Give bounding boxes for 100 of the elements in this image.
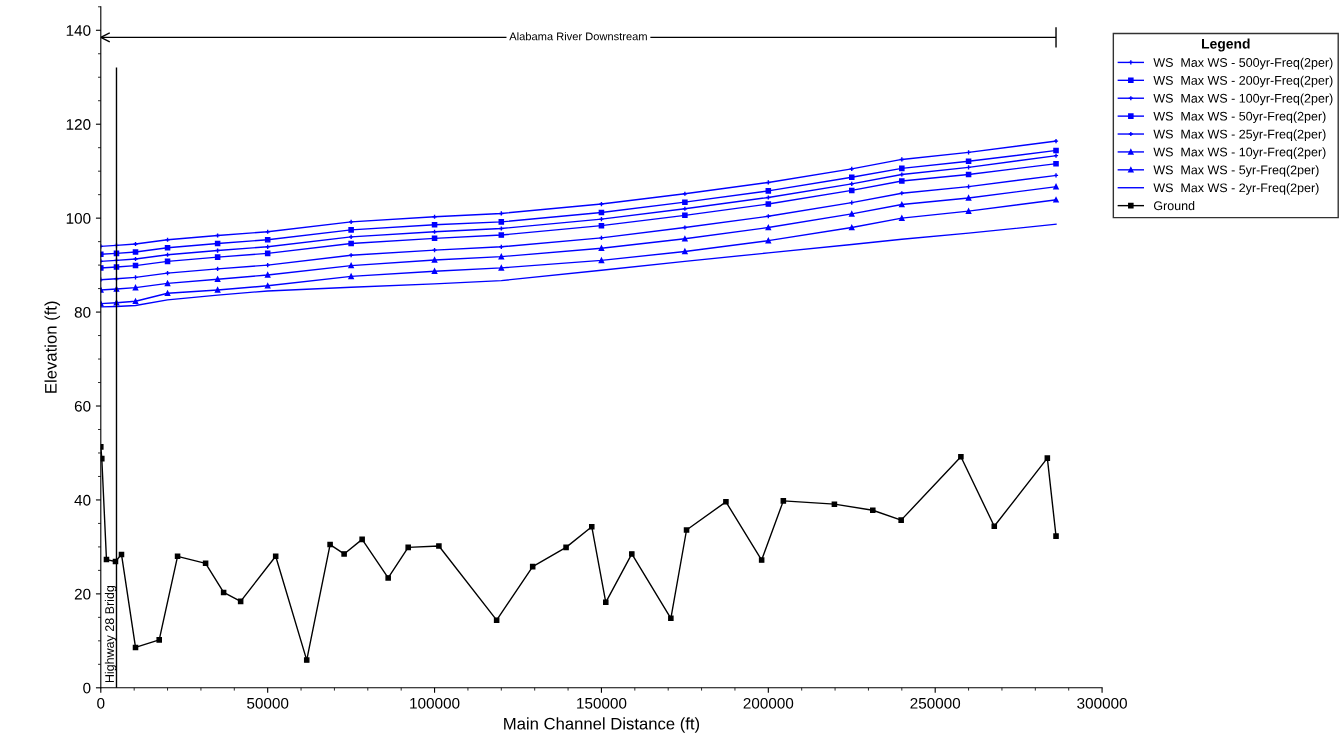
- point: [431, 257, 438, 263]
- point: [132, 256, 139, 262]
- point: [682, 236, 688, 242]
- y-tick-label: 100: [66, 213, 91, 224]
- ref-line-label: Alabama River Downstream: [509, 32, 647, 41]
- point: [848, 224, 855, 231]
- x-tick-label: 50000: [247, 697, 289, 709]
- point: [436, 543, 442, 549]
- point: [682, 248, 688, 255]
- point: [598, 216, 605, 222]
- legend-label: WS Max WS - 5yr-Freq(2per): [1153, 165, 1319, 177]
- point: [629, 551, 635, 557]
- point: [598, 257, 605, 264]
- point: [498, 219, 505, 225]
- point: [682, 199, 688, 205]
- y-tick-label: 120: [66, 119, 91, 130]
- point: [758, 557, 765, 563]
- point: [341, 551, 347, 557]
- y-tick-label: 0: [83, 682, 91, 694]
- y-tick-label: 80: [74, 306, 91, 318]
- point: [765, 237, 772, 244]
- point: [848, 211, 855, 217]
- point: [899, 215, 905, 221]
- point: [588, 523, 595, 530]
- point: [1044, 455, 1051, 461]
- point: [493, 617, 500, 623]
- point: [848, 174, 855, 181]
- point: [405, 544, 411, 551]
- point: [132, 298, 139, 305]
- legend-label: WS Max WS - 500yr-Freq(2per): [1153, 57, 1333, 70]
- x-axis-title: Main Channel Distance (ft): [504, 717, 700, 733]
- point: [723, 499, 729, 505]
- point: [1053, 183, 1059, 190]
- legend-label: WS Max WS - 50yr-Freq(2per): [1153, 111, 1326, 124]
- point: [1053, 160, 1059, 167]
- point: [164, 244, 171, 251]
- point: [156, 637, 162, 643]
- point: [214, 276, 221, 282]
- legend-label: WS Max WS - 2yr-Freq(2per): [1153, 183, 1319, 195]
- point: [765, 188, 772, 194]
- point: [682, 212, 688, 219]
- y-tick-label: 140: [66, 25, 91, 36]
- point: [899, 165, 905, 172]
- point: [870, 507, 876, 514]
- x-tick-label: 250000: [910, 697, 961, 709]
- point: [348, 262, 354, 269]
- x-tick-label: 150000: [577, 697, 627, 709]
- point: [498, 232, 505, 238]
- point: [431, 268, 438, 274]
- point: [683, 527, 690, 533]
- point: [348, 227, 354, 233]
- point: [264, 236, 271, 243]
- point: [348, 273, 354, 280]
- point: [965, 195, 972, 201]
- legend-title: Legend: [1202, 38, 1250, 52]
- point: [164, 290, 171, 297]
- x-tick-label: 200000: [743, 697, 794, 709]
- y-tick-label: 40: [74, 494, 91, 506]
- point: [132, 284, 139, 291]
- point: [164, 270, 171, 276]
- point: [668, 615, 674, 622]
- point: [765, 224, 772, 231]
- point: [598, 235, 605, 241]
- point: [264, 282, 271, 289]
- y-tick-label: 60: [74, 400, 91, 412]
- y-axis-title: Elevation (ft): [44, 301, 61, 393]
- point: [965, 208, 972, 214]
- point: [264, 272, 271, 278]
- point: [898, 517, 904, 523]
- point: [132, 241, 139, 247]
- point: [1053, 533, 1059, 539]
- point: [682, 224, 688, 231]
- point: [899, 178, 905, 184]
- point: [164, 280, 171, 287]
- legend-label: WS Max WS - 200yr-Freq(2per): [1153, 75, 1333, 88]
- point: [780, 498, 787, 504]
- point: [100, 455, 105, 462]
- point: [598, 245, 605, 251]
- point: [498, 265, 505, 271]
- x-tick-label: 100000: [410, 697, 460, 709]
- x-tick-label: 300000: [1077, 697, 1127, 709]
- point: [1053, 147, 1059, 154]
- legend-label: WS Max WS - 25yr-Freq(2per): [1153, 129, 1326, 141]
- x-tick-label: 0: [97, 697, 105, 709]
- point: [848, 187, 855, 194]
- point: [303, 657, 310, 663]
- point: [498, 253, 505, 260]
- point: [385, 575, 391, 581]
- point: [563, 544, 569, 551]
- point: [899, 201, 905, 208]
- point: [214, 254, 221, 260]
- point: [431, 247, 438, 253]
- legend-label: WS Max WS - 100yr-Freq(2per): [1153, 93, 1333, 106]
- legend-label: WS Max WS - 10yr-Freq(2per): [1153, 147, 1326, 159]
- point: [348, 234, 354, 240]
- point: [327, 541, 333, 548]
- point: [598, 201, 605, 207]
- point: [958, 453, 964, 460]
- point: [348, 219, 354, 225]
- point: [831, 501, 838, 507]
